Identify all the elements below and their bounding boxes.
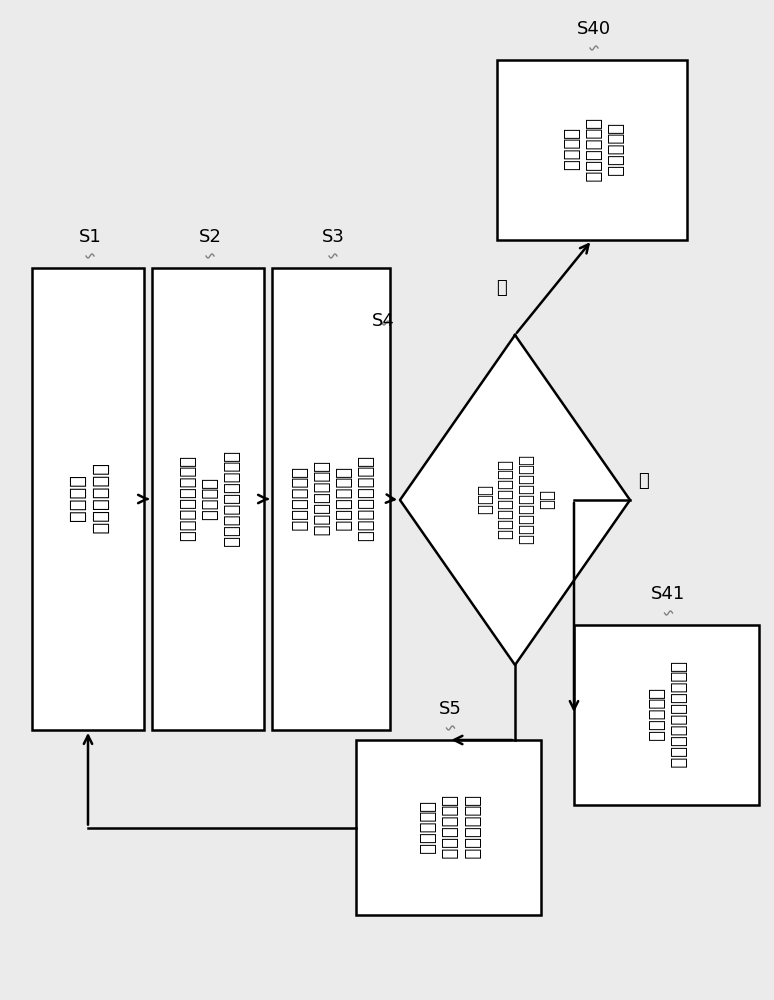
- Text: 否: 否: [638, 472, 649, 490]
- Bar: [574, 625, 759, 805]
- Bar: [152, 268, 264, 730]
- Bar: [497, 60, 687, 240]
- Text: S41: S41: [652, 585, 686, 603]
- Text: 是: 是: [496, 278, 507, 296]
- Polygon shape: [400, 335, 630, 665]
- Text: 请求对应的发送端增加
传输封包量: 请求对应的发送端增加 传输封包量: [646, 661, 687, 769]
- Text: S1: S1: [79, 228, 101, 246]
- Text: 检测接收端最大的一
吞吐量，
并反馈予各发送端: 检测接收端最大的一 吞吐量， 并反馈予各发送端: [176, 451, 239, 547]
- Text: 比对
统计表单中传输封包
量是否大于对应的
权重值: 比对 统计表单中传输封包 量是否大于对应的 权重值: [474, 455, 555, 545]
- Text: S5: S5: [439, 700, 462, 718]
- Bar: [32, 268, 144, 730]
- Text: 预设各发送端
的权重值: 预设各发送端 的权重值: [67, 464, 109, 534]
- Text: 监测并统计接收端
与各发送端间
的传输封包量，
形成统计表单: 监测并统计接收端 与各发送端间 的传输封包量， 形成统计表单: [289, 456, 373, 542]
- Text: 请求对应的
发送端降低传
输封包量: 请求对应的 发送端降低传 输封包量: [561, 118, 623, 182]
- Text: S3: S3: [321, 228, 344, 246]
- Bar: [356, 740, 541, 915]
- Text: S4: S4: [372, 312, 395, 330]
- Bar: [272, 268, 390, 730]
- Text: S2: S2: [199, 228, 221, 246]
- Text: 综合分析统计
表单，以调整
预设的权重: 综合分析统计 表单，以调整 预设的权重: [417, 795, 480, 860]
- Text: S40: S40: [577, 20, 611, 38]
